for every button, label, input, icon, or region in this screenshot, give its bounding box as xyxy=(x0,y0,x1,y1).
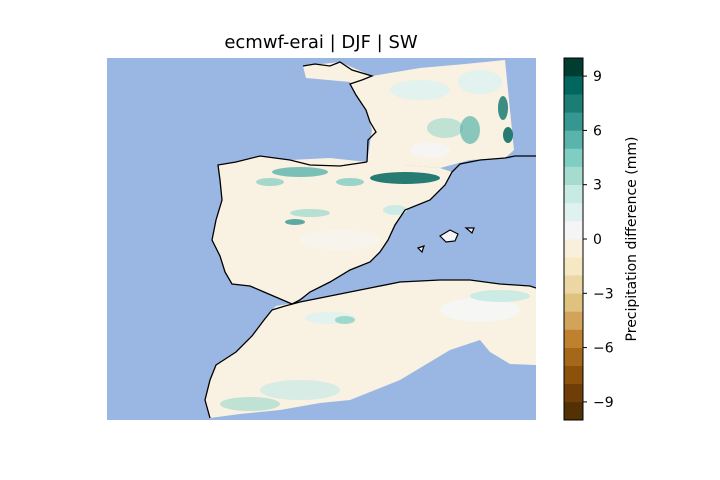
colorbar-segment xyxy=(564,311,583,330)
colorbar-segment xyxy=(564,220,583,240)
colorbar-segment xyxy=(564,148,583,167)
colorbar-segment xyxy=(564,166,583,185)
colorbar-segment xyxy=(564,383,583,403)
colorbar-segment xyxy=(564,275,583,294)
colorbar-tick-label: −3 xyxy=(593,286,614,302)
balearic-islands xyxy=(416,227,475,254)
colorbar-segment xyxy=(564,184,583,204)
colorbar-segment xyxy=(564,257,583,276)
colorbar-segment xyxy=(564,239,583,258)
colorbar-segment xyxy=(564,112,583,131)
colorbar-segment xyxy=(564,58,583,77)
colorbar-segment xyxy=(564,130,583,149)
colorbar-segments xyxy=(564,58,583,421)
figure-title: ecmwf-erai | DJF | SW xyxy=(224,32,418,53)
colorbar-segment xyxy=(564,76,583,95)
colorbar-segment xyxy=(564,365,583,385)
colorbar-label: Precipitation difference (mm) xyxy=(624,137,640,342)
colorbar-tick-label: 3 xyxy=(593,178,602,194)
colorbar: 9 6 3 0 −3 −6 −9 Precipitation difference (mm) xyxy=(563,57,640,421)
map-axes xyxy=(107,58,536,420)
colorbar-tick-label: 6 xyxy=(593,123,602,139)
colorbar-segment xyxy=(564,401,583,421)
anomaly-patches xyxy=(220,70,530,411)
colorbar-tick-label: −6 xyxy=(593,341,614,357)
colorbar-tick-label: 0 xyxy=(593,232,602,248)
colorbar-segment xyxy=(564,202,583,222)
data-field-iberia xyxy=(212,156,452,304)
colorbar-segment xyxy=(564,293,583,312)
colorbar-ticks: 9 6 3 0 −3 −6 −9 xyxy=(583,69,614,411)
coastlines xyxy=(204,61,536,419)
colorbar-segment xyxy=(564,329,583,348)
colorbar-tick-label: 9 xyxy=(593,69,602,85)
colorbar-tick-label: −9 xyxy=(593,395,614,411)
colorbar-segment xyxy=(564,347,583,366)
colorbar-segment xyxy=(564,94,583,113)
